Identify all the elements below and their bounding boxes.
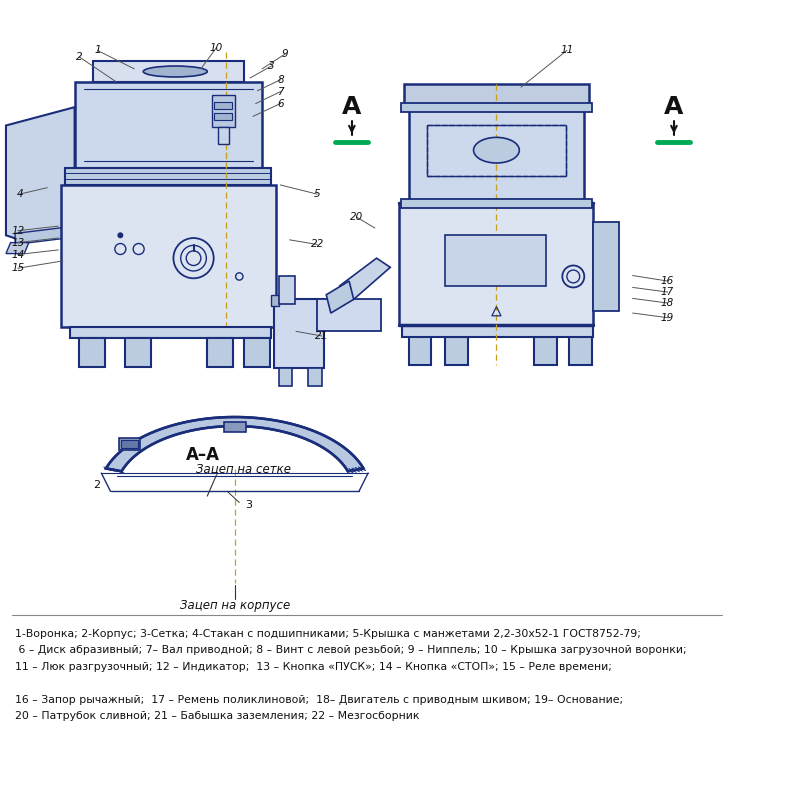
Text: 7: 7 bbox=[277, 86, 284, 97]
Text: А: А bbox=[664, 95, 684, 119]
Text: 17: 17 bbox=[661, 287, 674, 297]
Bar bbox=[224, 422, 246, 431]
Text: 19: 19 bbox=[661, 313, 674, 322]
Bar bbox=[119, 438, 139, 450]
Bar bbox=[569, 336, 592, 366]
Bar bbox=[93, 62, 244, 82]
Bar bbox=[534, 336, 557, 366]
Bar bbox=[271, 294, 278, 306]
Text: 6 – Диск абразивный; 7– Вал приводной; 8 – Винт с левой резьбой; 9 – Ниппель; 10: 6 – Диск абразивный; 7– Вал приводной; 8… bbox=[15, 646, 686, 655]
Bar bbox=[409, 107, 584, 203]
Bar bbox=[66, 169, 271, 185]
Text: Зацеп на корпусе: Зацеп на корпусе bbox=[180, 599, 290, 612]
Text: 21: 21 bbox=[315, 331, 328, 341]
Text: А–А: А–А bbox=[186, 446, 220, 464]
Text: 11: 11 bbox=[560, 46, 574, 55]
Bar bbox=[308, 368, 322, 386]
Text: 2: 2 bbox=[94, 480, 100, 490]
Polygon shape bbox=[340, 258, 390, 299]
Text: 1: 1 bbox=[94, 46, 101, 55]
Bar bbox=[445, 235, 546, 286]
Text: 13: 13 bbox=[11, 238, 25, 248]
Bar bbox=[404, 84, 589, 107]
Text: 15: 15 bbox=[11, 263, 25, 274]
Bar bbox=[278, 368, 292, 386]
Bar bbox=[409, 336, 431, 366]
Text: 20: 20 bbox=[350, 212, 363, 222]
Bar bbox=[427, 126, 566, 176]
Circle shape bbox=[118, 233, 122, 238]
Bar bbox=[399, 203, 594, 325]
Polygon shape bbox=[326, 281, 354, 313]
Bar bbox=[427, 126, 566, 176]
Bar bbox=[70, 326, 271, 338]
Bar bbox=[402, 325, 593, 337]
Text: 16: 16 bbox=[661, 276, 674, 286]
Bar bbox=[402, 198, 592, 208]
Bar bbox=[207, 338, 233, 367]
Bar bbox=[402, 102, 592, 112]
Text: 10: 10 bbox=[210, 42, 223, 53]
Bar bbox=[218, 127, 230, 144]
Polygon shape bbox=[15, 226, 74, 245]
Text: 8: 8 bbox=[277, 74, 284, 85]
Bar bbox=[317, 299, 381, 331]
Text: А: А bbox=[342, 95, 362, 119]
Bar bbox=[214, 102, 232, 109]
Text: 20 – Патрубок сливной; 21 – Бабышка заземления; 22 – Мезгосборник: 20 – Патрубок сливной; 21 – Бабышка зазе… bbox=[15, 711, 420, 721]
Text: 22: 22 bbox=[310, 239, 324, 250]
Text: 14: 14 bbox=[11, 250, 25, 259]
Text: 16 – Запор рычажный;  17 – Ремень поликлиновой;  18– Двигатель с приводным шкиво: 16 – Запор рычажный; 17 – Ремень поликли… bbox=[15, 694, 623, 705]
Text: 6: 6 bbox=[277, 98, 284, 109]
Bar bbox=[594, 222, 619, 311]
Bar bbox=[212, 95, 234, 127]
Bar bbox=[278, 277, 295, 304]
Bar bbox=[244, 338, 270, 367]
Bar bbox=[125, 338, 150, 367]
Ellipse shape bbox=[143, 66, 207, 77]
Text: 3: 3 bbox=[268, 61, 274, 71]
Bar bbox=[274, 299, 325, 368]
Polygon shape bbox=[106, 417, 363, 471]
Bar bbox=[214, 113, 232, 120]
Text: 5: 5 bbox=[314, 189, 320, 199]
Bar bbox=[122, 440, 138, 448]
Text: 9: 9 bbox=[282, 49, 288, 59]
Text: 4: 4 bbox=[16, 189, 23, 199]
Text: 11 – Люк разгрузочный; 12 – Индикатор;  13 – Кнопка «ПУСК»; 14 – Кнопка «СТОП»; : 11 – Люк разгрузочный; 12 – Индикатор; 1… bbox=[15, 662, 612, 672]
Text: 18: 18 bbox=[661, 298, 674, 308]
Text: 12: 12 bbox=[11, 226, 25, 236]
Text: 2: 2 bbox=[76, 52, 82, 62]
Bar bbox=[61, 185, 276, 326]
Text: 1-Воронка; 2-Корпус; 3-Сетка; 4-Стакан с подшипниками; 5-Крышка с манжетами 2,2-: 1-Воронка; 2-Корпус; 3-Сетка; 4-Стакан с… bbox=[15, 629, 641, 638]
Polygon shape bbox=[6, 107, 74, 240]
Polygon shape bbox=[6, 242, 29, 254]
Ellipse shape bbox=[474, 138, 519, 163]
Bar bbox=[445, 336, 468, 366]
Bar bbox=[79, 338, 105, 367]
Bar bbox=[74, 82, 262, 169]
Text: 3: 3 bbox=[245, 500, 252, 510]
Text: Зацеп на сетке: Зацеп на сетке bbox=[196, 462, 291, 475]
